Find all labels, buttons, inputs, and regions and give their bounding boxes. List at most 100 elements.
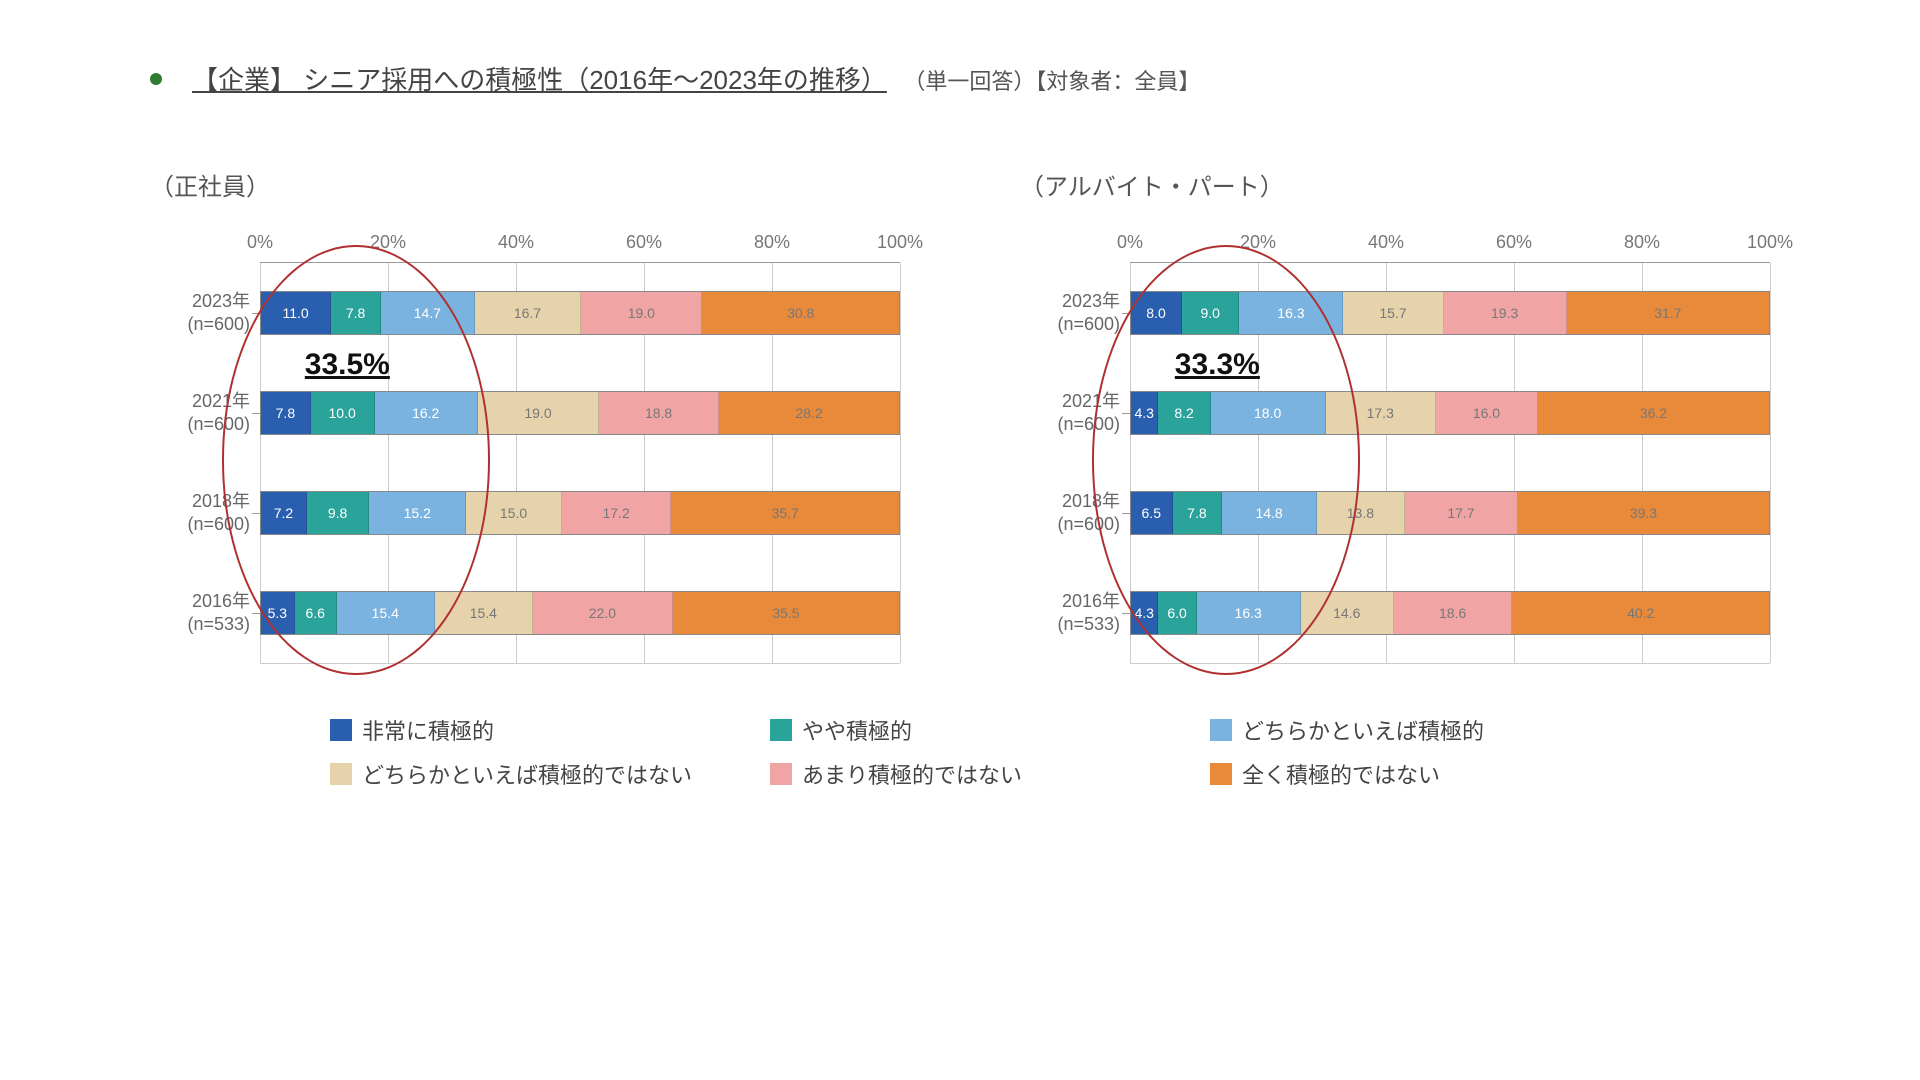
- bar-segment: 17.2: [562, 492, 672, 534]
- bar-segment: 39.3: [1518, 492, 1769, 534]
- title-row: 【企業】 シニア採用への積極性（2016年〜2023年の推移） （単一回答）【対…: [150, 60, 1770, 97]
- bar-segment: 16.0: [1436, 392, 1538, 434]
- x-tick: 0%: [247, 232, 273, 253]
- bar-segment: 7.2: [261, 492, 307, 534]
- bars-area: 2023年(n=600)11.07.814.716.719.030.82021年…: [260, 262, 900, 664]
- title-text: 【企業】 シニア採用への積極性（2016年〜2023年の推移） （単一回答）【対…: [192, 60, 1200, 97]
- bar-segment: 35.5: [673, 592, 899, 634]
- axis-tick: [1122, 513, 1130, 514]
- bar-segment: 14.7: [381, 292, 475, 334]
- bar-segment: 19.0: [478, 392, 599, 434]
- grid-line: [900, 263, 901, 663]
- bar-row: 2018年(n=600)7.29.815.215.017.235.7: [260, 463, 900, 563]
- bar-segment: 35.7: [671, 492, 899, 534]
- row-label: 2021年(n=600): [150, 390, 250, 437]
- legend: 非常に積極的 やや積極的 どちらかといえば積極的どちらかといえば積極的ではない あまり…: [330, 714, 1770, 790]
- row-label: 2023年(n=600): [150, 290, 250, 337]
- bar-segment: 31.7: [1567, 292, 1769, 334]
- chart-title: （正社員）: [150, 167, 900, 202]
- bar-segment: 14.6: [1301, 592, 1394, 634]
- stacked-bar: 8.09.016.315.719.331.7: [1130, 291, 1770, 335]
- x-tick: 40%: [1368, 232, 1404, 253]
- row-label: 2016年(n=533): [150, 590, 250, 637]
- bar-segment: 8.2: [1158, 392, 1210, 434]
- bar-segment: 40.2: [1512, 592, 1768, 634]
- bar-row: 2016年(n=533)5.36.615.415.422.035.5: [260, 563, 900, 663]
- axis-tick: [252, 313, 260, 314]
- bar-segment: 18.6: [1394, 592, 1513, 634]
- x-tick: 20%: [370, 232, 406, 253]
- axis-tick: [252, 413, 260, 414]
- legend-item: 全く積極的ではない: [1210, 758, 1630, 790]
- bar-segment: 4.3: [1131, 392, 1158, 434]
- x-tick: 80%: [754, 232, 790, 253]
- bar-segment: 13.8: [1317, 492, 1405, 534]
- bar-segment: 9.8: [307, 492, 369, 534]
- bar-segment: 14.8: [1222, 492, 1317, 534]
- bar-segment: 19.3: [1444, 292, 1567, 334]
- axis-tick: [1122, 313, 1130, 314]
- bar-segment: 6.6: [295, 592, 337, 634]
- bar-segment: 30.8: [702, 292, 899, 334]
- bar-segment: 9.0: [1182, 292, 1239, 334]
- x-tick: 80%: [1624, 232, 1660, 253]
- bar-segment: 6.0: [1158, 592, 1196, 634]
- legend-item: あまり積極的ではない: [770, 758, 1190, 790]
- bar-segment: 18.8: [599, 392, 719, 434]
- bar-segment: 15.7: [1343, 292, 1443, 334]
- plot-area: 0%20%40%60%80%100%2023年(n=600)8.09.016.3…: [1020, 232, 1770, 664]
- legend-item: どちらかといえば積極的ではない: [330, 758, 750, 790]
- bar-segment: 8.0: [1131, 292, 1182, 334]
- bar-segment: 15.2: [369, 492, 466, 534]
- bullet-icon: [150, 73, 162, 85]
- bar-segment: 7.8: [1173, 492, 1223, 534]
- legend-swatch: [330, 763, 352, 785]
- title-sub: （単一回答）【対象者：全員】: [903, 69, 1200, 94]
- stacked-bar: 4.36.016.314.618.640.2: [1130, 591, 1770, 635]
- stacked-bar: 4.38.218.017.316.036.2: [1130, 391, 1770, 435]
- legend-swatch: [1210, 763, 1232, 785]
- axis-tick: [1122, 613, 1130, 614]
- stacked-bar: 7.29.815.215.017.235.7: [260, 491, 900, 535]
- row-label: 2018年(n=600): [1020, 490, 1120, 537]
- bar-segment: 7.8: [331, 292, 381, 334]
- stacked-bar: 11.07.814.716.719.030.8: [260, 291, 900, 335]
- bar-segment: 15.4: [435, 592, 533, 634]
- legend-label: 全く積極的ではない: [1242, 758, 1440, 790]
- row-label: 2023年(n=600): [1020, 290, 1120, 337]
- bar-segment: 16.2: [375, 392, 478, 434]
- chart-parttime: （アルバイト・パート）0%20%40%60%80%100%2023年(n=600…: [1020, 167, 1770, 664]
- legend-label: やや積極的: [802, 714, 912, 746]
- x-tick: 60%: [1496, 232, 1532, 253]
- chart-fulltime: （正社員）0%20%40%60%80%100%2023年(n=600)11.07…: [150, 167, 900, 664]
- bar-segment: 4.3: [1131, 592, 1158, 634]
- bar-segment: 22.0: [533, 592, 673, 634]
- bar-segment: 16.3: [1197, 592, 1301, 634]
- axis-tick: [252, 613, 260, 614]
- bar-segment: 6.5: [1131, 492, 1173, 534]
- grid-line: [1770, 263, 1771, 663]
- bar-segment: 17.3: [1326, 392, 1436, 434]
- bar-segment: 18.0: [1211, 392, 1326, 434]
- x-tick: 40%: [498, 232, 534, 253]
- chart-title: （アルバイト・パート）: [1020, 167, 1770, 202]
- legend-label: どちらかといえば積極的ではない: [362, 758, 692, 790]
- charts-container: （正社員）0%20%40%60%80%100%2023年(n=600)11.07…: [150, 167, 1770, 664]
- bar-segment: 36.2: [1538, 392, 1769, 434]
- x-tick: 100%: [877, 232, 923, 253]
- bar-segment: 17.7: [1405, 492, 1518, 534]
- legend-swatch: [1210, 719, 1232, 741]
- row-label: 2021年(n=600): [1020, 390, 1120, 437]
- bar-segment: 15.0: [466, 492, 562, 534]
- bar-segment: 15.4: [337, 592, 435, 634]
- row-label: 2016年(n=533): [1020, 590, 1120, 637]
- title-main: 【企業】 シニア採用への積極性（2016年〜2023年の推移）: [192, 65, 887, 95]
- legend-item: どちらかといえば積極的: [1210, 714, 1630, 746]
- axis-tick: [1122, 413, 1130, 414]
- bar-row: 2018年(n=600)6.57.814.813.817.739.3: [1130, 463, 1770, 563]
- bar-segment: 28.2: [719, 392, 899, 434]
- legend-label: 非常に積極的: [362, 714, 494, 746]
- x-axis: 0%20%40%60%80%100%: [260, 232, 900, 262]
- bars-area: 2023年(n=600)8.09.016.315.719.331.72021年(…: [1130, 262, 1770, 664]
- x-tick: 100%: [1747, 232, 1793, 253]
